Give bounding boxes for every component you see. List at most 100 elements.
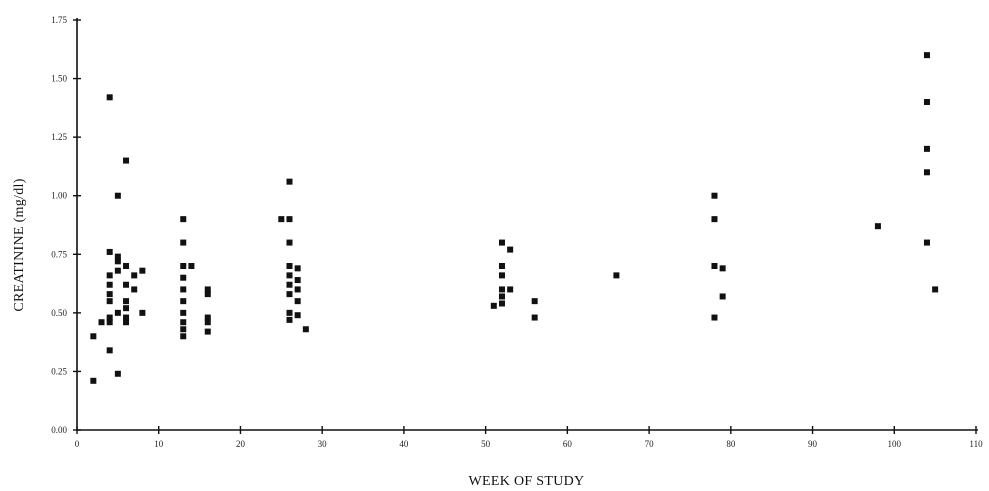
data-point [923,239,930,246]
data-point [106,281,113,288]
data-point [180,216,187,223]
y-tick-label: 0.75 [51,249,67,259]
data-point [286,263,293,269]
data-point [498,263,505,269]
data-point [131,272,138,279]
data-point [123,314,130,321]
data-point [531,314,538,321]
data-point [106,248,113,255]
data-point [286,178,293,185]
x-tick-label: 0 [75,439,80,449]
data-point [874,223,881,230]
data-point [294,277,301,284]
data-point [498,300,505,307]
data-point [286,316,293,323]
data-point [180,274,187,281]
data-point [498,286,505,293]
data-point [286,281,293,288]
data-point [204,286,211,293]
x-axis: 0 10 20 30 40 50 60 70 80 90 100 110 [75,426,983,449]
data-point [123,157,130,164]
y-tick-label: 0.00 [51,425,67,435]
data-point [507,246,514,253]
data-point [180,309,187,316]
data-point [180,319,187,326]
data-point [106,319,113,326]
data-point [114,370,121,377]
data-point [90,377,97,384]
data-point [106,94,113,101]
y-tick-label: 0.25 [51,366,67,376]
data-point [294,312,301,319]
data-point [498,239,505,246]
x-tick-label: 50 [481,439,491,449]
data-point [613,272,620,279]
data-point [114,267,121,274]
data-point [180,298,187,305]
y-axis: 0.00 0.25 0.50 0.75 1.00 1.25 1.50 1.75 [51,15,81,435]
data-point [711,216,718,223]
data-point [123,298,130,305]
data-point [123,319,130,326]
data-point [204,319,211,326]
data-point [490,302,497,309]
y-tick-label: 1.25 [51,132,67,142]
y-tick-label: 1.00 [51,191,67,201]
x-tick-label: 10 [154,439,164,449]
data-point [180,263,187,269]
x-tick-label: 30 [318,439,328,449]
data-point [286,309,293,316]
data-point [114,258,121,265]
data-point [719,265,726,272]
data-point [180,333,187,340]
data-point [139,309,146,316]
data-point [123,305,130,312]
data-point [131,286,138,293]
x-tick-label: 100 [888,439,902,449]
data-point [123,263,130,269]
data-point [114,253,121,260]
y-tick-label: 0.50 [51,308,67,318]
data-point [139,267,146,274]
data-point [286,216,293,223]
data-point [923,169,930,176]
data-point [932,286,939,293]
data-point [294,298,301,305]
data-point [106,291,113,298]
data-point [507,286,514,293]
data-point [286,239,293,246]
x-tick-label: 80 [726,439,736,449]
y-tick-label: 1.50 [51,74,67,84]
data-point [180,326,187,333]
data-point [719,293,726,300]
data-point [98,319,105,326]
y-axis-title: CREATININE (mg/dl) [12,178,27,311]
data-point [294,265,301,272]
x-axis-title: WEEK OF STUDY [469,474,585,489]
data-point [923,99,930,105]
data-points [90,52,939,384]
data-point [531,298,538,305]
data-point [711,192,718,199]
data-point [294,286,301,293]
x-tick-label: 70 [645,439,655,449]
data-point [188,263,195,269]
data-point [302,326,309,333]
data-point [106,298,113,305]
data-point [923,52,930,59]
x-tick-label: 40 [399,439,409,449]
data-point [923,145,930,152]
data-point [204,291,211,298]
data-point [498,293,505,300]
data-point [286,291,293,298]
data-point [106,272,113,279]
x-tick-label: 60 [563,439,573,449]
x-tick-label: 110 [969,439,983,449]
data-point [711,263,718,269]
data-point [711,314,718,321]
x-tick-label: 90 [808,439,818,449]
data-point [114,309,121,316]
data-point [498,272,505,279]
